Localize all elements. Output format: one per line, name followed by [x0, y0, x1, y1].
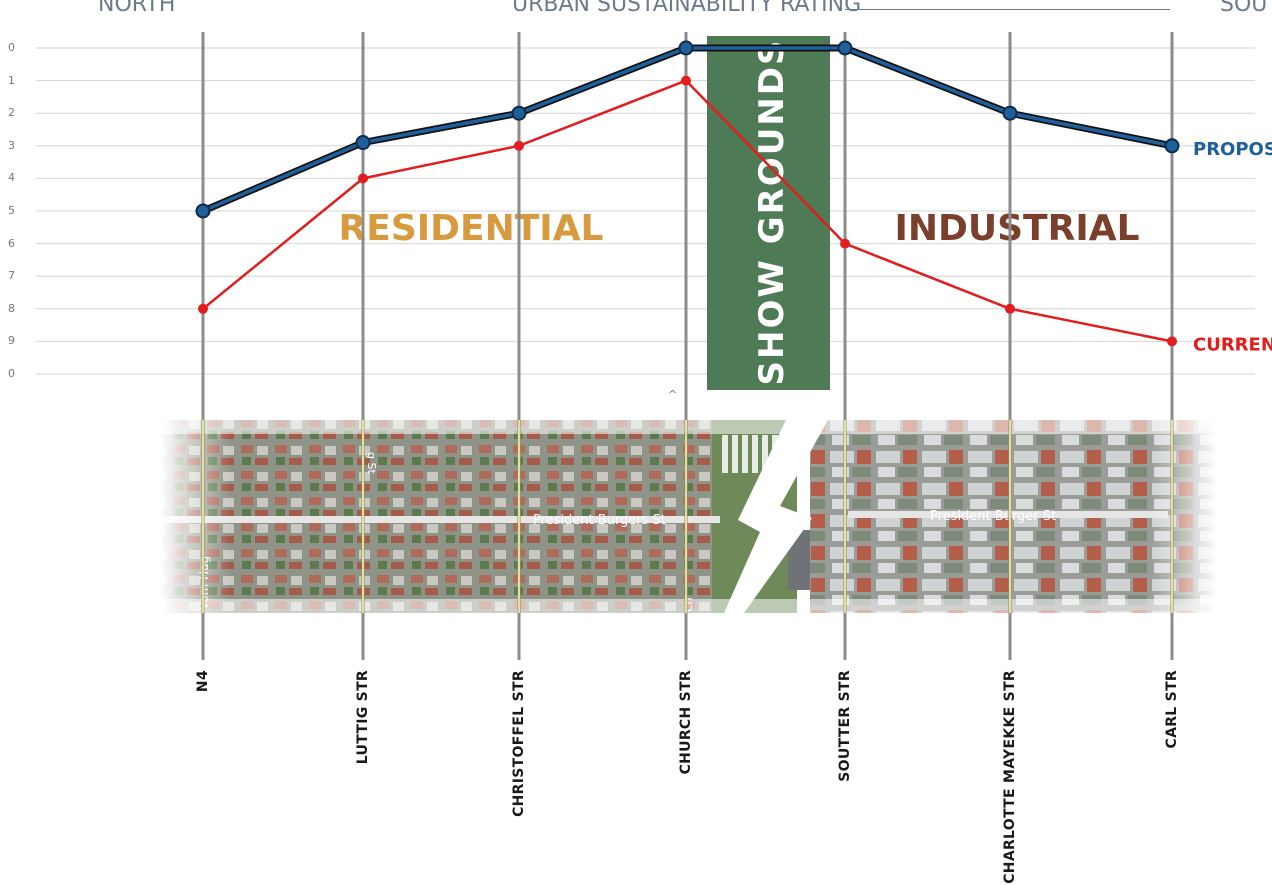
y-tick-label: 0 — [8, 41, 15, 54]
data-point — [1167, 336, 1177, 347]
data-point — [514, 140, 524, 151]
y-tick-label: 3 — [8, 138, 15, 152]
map-street-label: President Burgers St — [533, 513, 666, 528]
data-point — [681, 75, 691, 86]
data-point — [511, 105, 527, 121]
series-label: CURRENT — [1193, 334, 1272, 355]
y-tick-label: 4 — [8, 171, 15, 185]
residential-zone-label: RESIDENTIAL — [339, 208, 604, 249]
south-label: SOUT — [1220, 0, 1272, 17]
map-street-label: g St — [365, 452, 378, 474]
data-point — [678, 40, 694, 56]
y-tick-label: 6 — [8, 236, 15, 250]
chart-title: URBAN SUSTAINABILITY RATING — [512, 0, 862, 17]
x-tick-label: CHRISTOFFEL STR — [511, 670, 527, 817]
map-street-label: Ch — [682, 597, 695, 612]
x-tick-label: N4 — [195, 670, 211, 693]
y-tick-label: 1 — [8, 73, 15, 87]
x-tick-label: CHARLOTTE MAYEKKE STR — [1002, 670, 1018, 884]
data-point — [840, 238, 850, 249]
series-label: PROPOS — [1193, 139, 1272, 160]
y-tick-label: 2 — [8, 106, 15, 120]
x-tick-label: CHURCH STR — [678, 670, 694, 775]
map-street-label: President Burger St — [930, 509, 1056, 524]
data-point — [358, 173, 368, 184]
data-point — [1002, 105, 1018, 121]
stray-mark: ^ — [668, 388, 677, 401]
y-tick-label: 7 — [8, 269, 15, 283]
show-grounds-label: SHOW GROUNDS — [752, 39, 792, 386]
x-tick-label: CARL STR — [1164, 670, 1180, 749]
data-point — [198, 303, 208, 314]
title-rule — [845, 9, 1170, 10]
y-tick-label: 5 — [8, 204, 15, 217]
show-grounds-band — [707, 36, 830, 390]
data-point — [1164, 138, 1180, 154]
y-tick-label: 8 — [8, 301, 15, 315]
data-point — [195, 203, 211, 219]
industrial-zone-label: INDUSTRIAL — [894, 208, 1139, 249]
north-label: NORTH — [98, 0, 176, 17]
data-point — [355, 135, 371, 151]
data-point — [837, 40, 853, 56]
y-tick-label: 9 — [8, 334, 15, 348]
y-tick-label: 0 — [8, 367, 15, 380]
x-tick-label: SOUTTER STR — [837, 670, 853, 782]
x-tick-label: LUTTIG STR — [355, 670, 371, 765]
data-point — [1005, 303, 1015, 314]
